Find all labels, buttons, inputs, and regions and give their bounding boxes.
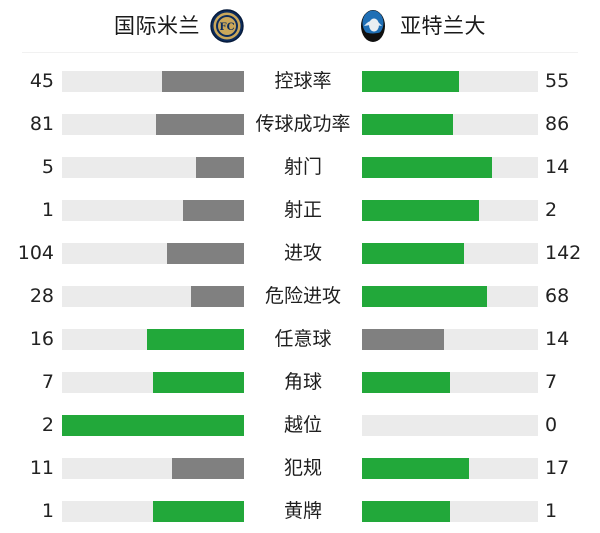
home-team: 国际米兰 FC	[0, 0, 252, 52]
home-value: 2	[41, 414, 54, 436]
away-bar-fill	[362, 329, 445, 350]
away-bar-track	[362, 372, 538, 393]
home-value: 81	[29, 113, 54, 135]
stat-row: 2 越位 0	[0, 404, 600, 447]
stat-row: 5 射门 14	[0, 146, 600, 189]
home-bar-track	[62, 501, 244, 522]
stat-label: 犯规	[283, 457, 322, 479]
stat-label: 任意球	[274, 328, 332, 350]
home-bar-fill	[153, 372, 244, 393]
home-bar-track	[62, 372, 244, 393]
away-bar-fill	[362, 114, 453, 135]
away-bar-track	[362, 501, 538, 522]
stat-label: 越位	[283, 414, 322, 436]
home-bar-fill	[153, 501, 244, 522]
home-bar-track	[62, 243, 244, 264]
home-team-name: 国际米兰	[114, 13, 200, 38]
header-divider	[22, 52, 578, 53]
away-value: 55	[545, 70, 570, 92]
home-bar-track	[62, 329, 244, 350]
stat-label: 进攻	[283, 242, 322, 264]
home-value: 5	[41, 156, 54, 178]
stat-label: 射正	[283, 199, 322, 221]
away-bar-fill	[362, 200, 480, 221]
home-bar-fill	[172, 458, 244, 479]
away-value: 1	[545, 500, 558, 522]
away-bar-fill	[362, 157, 492, 178]
away-value: 7	[545, 371, 558, 393]
away-bar-track	[362, 157, 538, 178]
home-bar-track	[62, 286, 244, 307]
stat-label: 角球	[283, 371, 322, 393]
home-bar-fill	[167, 243, 244, 264]
away-bar-fill	[362, 71, 459, 92]
teams-header: 国际米兰 FC 亚特兰大	[0, 0, 600, 52]
home-value: 45	[29, 70, 54, 92]
away-value: 86	[545, 113, 570, 135]
home-bar-track	[62, 415, 244, 436]
home-bar-track	[62, 200, 244, 221]
away-team: 亚特兰大	[348, 0, 600, 52]
away-bar-track	[362, 71, 538, 92]
home-bar-fill	[190, 286, 244, 307]
home-bar-track	[62, 157, 244, 178]
away-bar-track	[362, 200, 538, 221]
home-bar-fill	[183, 200, 244, 221]
home-value: 1	[41, 500, 54, 522]
home-value: 28	[29, 285, 54, 307]
away-bar-track	[362, 458, 538, 479]
home-value: 16	[29, 328, 54, 350]
stats-list: 45 控球率 55 81 传球成功率 86 5 射门 14 1 射正 2 104 进攻 142 28 危险进攻 6…	[0, 52, 600, 533]
stat-row: 81 传球成功率 86	[0, 103, 600, 146]
away-bar-track	[362, 243, 538, 264]
away-bar-fill	[362, 372, 450, 393]
away-value: 14	[545, 328, 570, 350]
away-bar-track	[362, 329, 538, 350]
stat-row: 11 犯规 17	[0, 447, 600, 490]
home-value: 11	[29, 457, 54, 479]
stat-row: 28 危险进攻 68	[0, 275, 600, 318]
home-bar-track	[62, 458, 244, 479]
stat-row: 1 射正 2	[0, 189, 600, 232]
away-bar-fill	[362, 286, 487, 307]
stat-row: 7 角球 7	[0, 361, 600, 404]
away-bar-fill	[362, 458, 469, 479]
away-bar-track	[362, 415, 538, 436]
stat-label: 危险进攻	[264, 285, 341, 307]
svg-text:FC: FC	[219, 22, 234, 33]
away-bar-track	[362, 114, 538, 135]
home-value: 1	[41, 199, 54, 221]
stat-row: 104 进攻 142	[0, 232, 600, 275]
home-value: 104	[17, 242, 54, 264]
home-value: 7	[41, 371, 54, 393]
away-bar-fill	[362, 243, 464, 264]
away-value: 0	[545, 414, 558, 436]
away-value: 14	[545, 156, 570, 178]
stat-label: 黄牌	[283, 500, 322, 522]
home-bar-track	[62, 114, 244, 135]
away-value: 142	[545, 242, 582, 264]
away-value: 68	[545, 285, 570, 307]
stat-row: 16 任意球 14	[0, 318, 600, 361]
stat-label: 传球成功率	[255, 113, 351, 135]
stat-row: 45 控球率 55	[0, 60, 600, 103]
home-bar-fill	[196, 157, 244, 178]
inter-milan-crest: FC	[210, 9, 244, 43]
stat-label: 射门	[283, 156, 322, 178]
away-value: 17	[545, 457, 570, 479]
away-team-name: 亚特兰大	[400, 13, 486, 38]
home-bar-fill	[147, 329, 244, 350]
home-bar-fill	[62, 415, 244, 436]
stat-label: 控球率	[274, 70, 332, 92]
stat-row: 1 黄牌 1	[0, 490, 600, 533]
away-value: 2	[545, 199, 558, 221]
home-bar-track	[62, 71, 244, 92]
away-bar-track	[362, 286, 538, 307]
atalanta-crest	[361, 10, 385, 42]
away-bar-fill	[362, 501, 450, 522]
home-bar-fill	[162, 71, 244, 92]
home-bar-fill	[155, 114, 244, 135]
